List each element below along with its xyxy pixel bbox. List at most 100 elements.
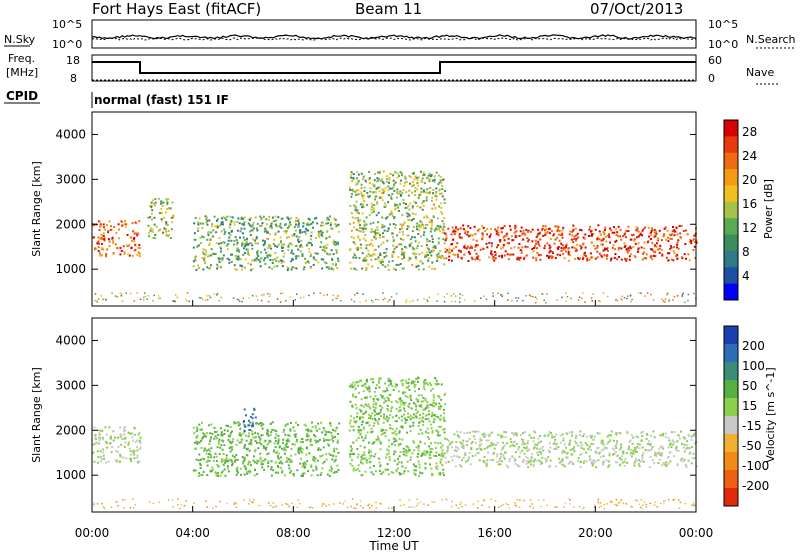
echo-cell (365, 247, 368, 250)
echo-cell (223, 468, 226, 471)
ground-scatter-cell (663, 500, 665, 503)
echo-cell (479, 248, 482, 251)
echo-cell (658, 247, 661, 250)
echo-cell (613, 448, 616, 451)
echo-cell (368, 195, 371, 198)
echo-cell (384, 435, 387, 438)
echo-cell (206, 432, 209, 435)
echo-cell (220, 223, 223, 226)
echo-cell (411, 191, 414, 194)
echo-cell (585, 451, 588, 454)
echo-cell (265, 223, 268, 226)
ground-scatter-cell (142, 296, 145, 299)
echo-cell (253, 436, 256, 439)
echo-cell (421, 181, 424, 183)
echo-cell (391, 187, 393, 190)
echo-cell (102, 248, 105, 251)
echo-cell (647, 443, 650, 445)
ground-scatter-cell (591, 300, 593, 302)
ground-scatter-cell (556, 506, 558, 508)
echo-cell (365, 380, 368, 383)
echo-cell (417, 268, 420, 271)
echo-cell (269, 422, 272, 425)
echo-cell (627, 225, 630, 228)
echo-cell (377, 221, 379, 224)
echo-cell (594, 247, 597, 250)
echo-cell (279, 460, 282, 463)
echo-cell (362, 231, 365, 233)
ground-scatter-cell (175, 294, 177, 296)
echo-cell (192, 469, 195, 472)
colorbar-tick-label: 12 (742, 221, 757, 235)
echo-cell (350, 386, 353, 389)
echo-cell (693, 434, 696, 437)
echo-cell (692, 239, 695, 242)
echo-cell (428, 265, 431, 268)
echo-cell (349, 400, 352, 403)
echo-cell (647, 226, 650, 229)
echo-cell (501, 227, 504, 229)
echo-cell (511, 431, 514, 434)
echo-cell (518, 455, 521, 458)
echo-cell (507, 466, 510, 469)
echo-cell (546, 254, 548, 257)
echo-cell (252, 238, 255, 241)
echo-cell (590, 256, 593, 259)
ground-scatter-cell (236, 298, 239, 301)
echo-cell (307, 222, 310, 224)
echo-cell (534, 244, 536, 247)
echo-cell (655, 242, 658, 245)
echo-cell (522, 438, 525, 441)
colorbar-swatch (724, 201, 738, 219)
echo-cell (349, 419, 352, 422)
echo-cell (366, 431, 369, 434)
echo-cell (97, 461, 99, 464)
echo-cell (521, 442, 524, 445)
echo-cell (688, 435, 691, 438)
echo-cell (518, 234, 521, 237)
echo-cell (372, 403, 375, 406)
echo-cell (481, 238, 484, 241)
ground-scatter-cell (597, 498, 600, 500)
echo-cell (490, 245, 493, 248)
echo-cell (602, 455, 605, 458)
echo-cell (303, 461, 306, 464)
ground-scatter-cell (322, 503, 324, 505)
echo-cell (327, 444, 330, 447)
echo-cell (166, 203, 169, 206)
echo-cell (102, 454, 105, 457)
echo-cell (447, 250, 450, 253)
ground-scatter-cell (583, 506, 585, 509)
echo-cell (421, 400, 424, 403)
echo-cell (500, 455, 503, 458)
echo-cell (371, 418, 374, 420)
echo-cell (513, 457, 516, 460)
echo-cell (409, 238, 412, 241)
echo-cell (297, 248, 300, 251)
echo-cell (379, 253, 382, 256)
echo-cell (411, 212, 414, 215)
echo-cell (421, 177, 424, 180)
echo-cell (310, 465, 313, 468)
echo-cell (409, 202, 412, 205)
echo-cell (303, 423, 306, 426)
echo-cell (548, 227, 551, 230)
echo-cell (618, 256, 621, 258)
echo-cell (401, 399, 404, 402)
echo-cell (288, 223, 291, 226)
echo-cell (374, 414, 377, 417)
echo-cell (426, 401, 429, 404)
echo-cell (337, 469, 340, 471)
colorbar-swatch (724, 488, 738, 507)
ground-scatter-cell (664, 499, 667, 502)
echo-cell (438, 454, 441, 456)
ground-scatter-cell (319, 292, 321, 294)
ground-scatter-cell (96, 503, 99, 505)
echo-cell (558, 239, 561, 242)
echo-cell (389, 424, 392, 427)
echo-cell (412, 381, 415, 384)
echo-cell (250, 439, 253, 441)
echo-cell (440, 446, 443, 449)
echo-cell (320, 234, 323, 236)
echo-cell (641, 456, 644, 459)
